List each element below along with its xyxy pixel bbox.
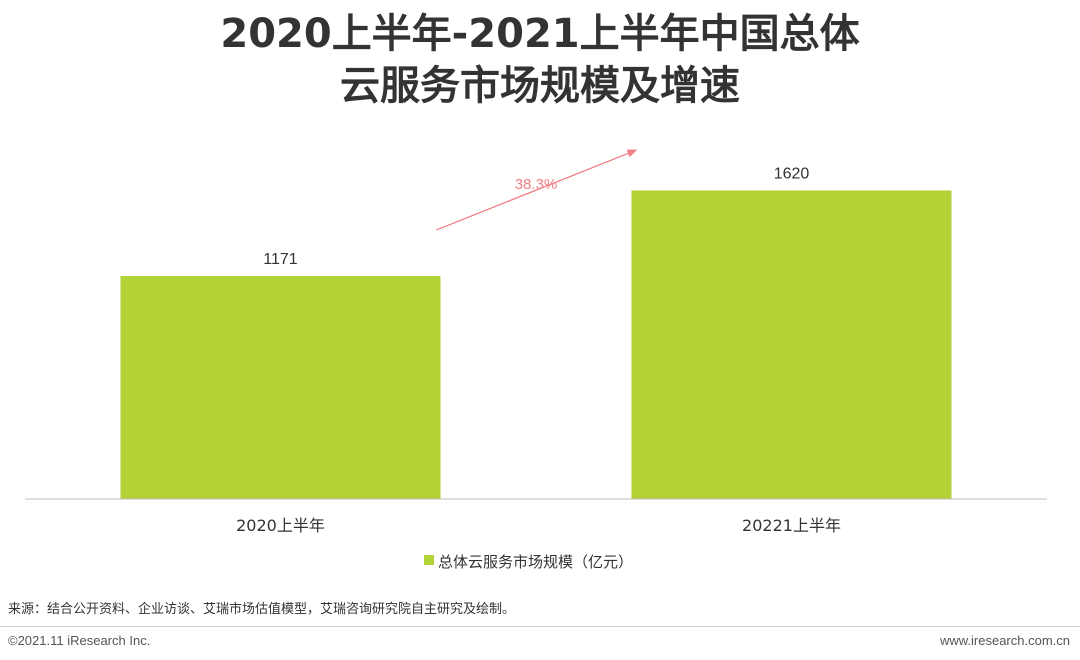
- legend-swatch: [424, 555, 434, 565]
- growth-annotation-group: 38.3%: [436, 149, 638, 231]
- legend: 总体云服务市场规模（亿元）: [424, 553, 633, 571]
- category-label-2: 20221上半年: [742, 516, 841, 535]
- website-link[interactable]: www.iresearch.com.cn: [939, 633, 1070, 648]
- bar-group: [120, 190, 952, 499]
- source-note: 来源：结合公开资料、企业访谈、艾瑞市场估值模型，艾瑞咨询研究院自主研究及绘制。: [8, 602, 516, 617]
- legend-label: 总体云服务市场规模（亿元）: [438, 553, 633, 571]
- label-group: 1171 2020上半年 1620 20221上半年: [236, 165, 841, 535]
- bar-chart: 1171 2020上半年 1620 20221上半年 38.3% 总体云服务市场规模（…: [25, 149, 1047, 571]
- data-label-1: 1171: [263, 251, 298, 268]
- chart-title: 2020上半年-2021上半年中国总体 云服务市场规模及增速: [0, 8, 1080, 112]
- bar-1: [120, 275, 441, 499]
- footer-divider: [0, 626, 1080, 627]
- chart-title-line-2: 云服务市场规模及增速: [340, 63, 740, 109]
- copyright-text: ©2021.11 iResearch Inc.: [8, 633, 151, 648]
- bar-2: [631, 190, 952, 499]
- growth-arrow: [436, 149, 638, 231]
- category-label-1: 2020上半年: [236, 516, 325, 535]
- growth-rate-label: 38.3%: [515, 176, 558, 193]
- chart-title-line-1: 2020上半年-2021上半年中国总体: [220, 11, 860, 57]
- data-label-2: 1620: [774, 165, 810, 182]
